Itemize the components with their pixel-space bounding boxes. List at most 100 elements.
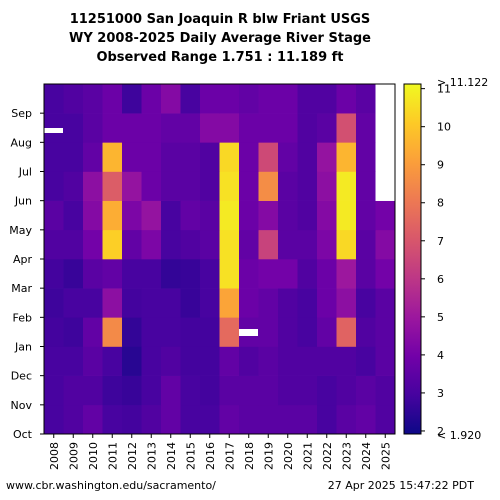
- heatmap-cell: [44, 171, 64, 201]
- heatmap-cell: [297, 259, 318, 289]
- heatmap-cell: [63, 288, 84, 318]
- heatmap-cell: [258, 259, 279, 289]
- heatmap-cell: [375, 142, 396, 172]
- x-tick-label: 2018: [243, 442, 256, 470]
- colorbar-max-label: > 11.122: [437, 76, 488, 89]
- heatmap-cell: [161, 171, 181, 201]
- heatmap-cell: [200, 288, 220, 318]
- heatmap-cell: [336, 259, 357, 289]
- x-tick-label: 2022: [321, 442, 334, 470]
- x-tick-label: 2009: [67, 442, 80, 470]
- colorbar: [403, 83, 422, 435]
- heatmap-cell: [102, 171, 123, 201]
- heatmap-cell: [83, 288, 103, 318]
- heatmap-cell: [63, 317, 84, 347]
- heatmap-cell: [317, 171, 337, 201]
- heatmap-cell: [336, 200, 357, 231]
- heatmap-cell: [102, 375, 123, 406]
- heatmap-cell: [63, 404, 84, 435]
- heatmap-cell: [258, 404, 279, 435]
- footer-url: www.cbr.washington.edu/sacramento/: [6, 479, 216, 492]
- heatmap-cell: [63, 142, 84, 172]
- heatmap-cell: [278, 346, 298, 376]
- heatmap-cell: [102, 200, 123, 231]
- heatmap-cell: [63, 346, 84, 376]
- heatmap-cell: [278, 375, 298, 406]
- heatmap-cell: [278, 200, 298, 231]
- heatmap-cell: [297, 346, 318, 376]
- heatmap-cell: [200, 346, 220, 376]
- heatmap-cell: [102, 259, 123, 289]
- colorbar-tick-label: 10: [437, 121, 451, 134]
- heatmap-cell: [317, 142, 337, 172]
- heatmap-cell: [336, 375, 357, 406]
- heatmap-cell: [278, 317, 298, 347]
- missing-data-mark: [239, 329, 258, 336]
- heatmap-cell: [278, 142, 298, 172]
- heatmap-cell: [122, 113, 142, 143]
- heatmap-cell: [356, 142, 376, 172]
- heatmap-cell: [63, 171, 84, 201]
- heatmap-cell: [161, 404, 181, 435]
- heatmap-cell: [161, 317, 181, 347]
- heatmap-cell: [161, 142, 181, 172]
- y-tick-label: Aug: [11, 136, 32, 149]
- heatmap-cell: [375, 113, 396, 143]
- heatmap-cell: [258, 229, 279, 260]
- heatmap-cell: [375, 259, 396, 289]
- heatmap-cell: [44, 200, 64, 231]
- heatmap-cell: [44, 113, 64, 143]
- footer-timestamp: 27 Apr 2025 15:47:22 PDT: [327, 479, 474, 492]
- heatmap-cell: [336, 317, 357, 347]
- heatmap-cell: [297, 142, 318, 172]
- heatmap-cell: [102, 113, 123, 143]
- heatmap-cell: [200, 200, 220, 231]
- colorbar-min-label: < 1.920: [437, 429, 481, 442]
- heatmap-cell: [375, 346, 396, 376]
- heatmap-cell: [200, 142, 220, 172]
- heatmap-cell: [219, 229, 240, 260]
- heatmap-cell: [258, 200, 279, 231]
- heatmap-cell: [375, 288, 396, 318]
- heatmap-cell: [200, 84, 220, 114]
- heatmap-cell: [258, 113, 279, 143]
- x-tick-label: 2021: [301, 442, 314, 470]
- y-tick-label: Sep: [11, 107, 32, 120]
- heatmap-cell: [141, 404, 162, 435]
- heatmap-cell: [180, 142, 201, 172]
- heatmap-cell: [141, 375, 162, 406]
- heatmap-cell: [83, 200, 103, 231]
- heatmap-cell: [180, 317, 201, 347]
- heatmap-cell: [375, 229, 396, 260]
- heatmap-cell: [258, 375, 279, 406]
- heatmap-cell: [63, 375, 84, 406]
- heatmap-cell: [219, 84, 240, 114]
- x-tick-label: 2012: [126, 442, 139, 470]
- heatmap-cell: [63, 200, 84, 231]
- heatmap-cell: [83, 113, 103, 143]
- heatmap-cell: [63, 113, 84, 143]
- heatmap-cell: [258, 317, 279, 347]
- heatmap-cell: [219, 171, 240, 201]
- heatmap-cell: [239, 84, 259, 114]
- heatmap-cell: [336, 404, 357, 435]
- heatmap-cell: [239, 404, 259, 435]
- heatmap-cell: [317, 113, 337, 143]
- y-tick-label: Feb: [13, 311, 32, 324]
- heatmap-cell: [297, 229, 318, 260]
- x-tick-label: 2025: [379, 442, 392, 470]
- colorbar-tick-label: 7: [437, 235, 444, 248]
- heatmap-cell: [180, 113, 201, 143]
- heatmap-cell: [375, 200, 396, 231]
- heatmap-cell: [239, 346, 259, 376]
- heatmap-cell: [63, 84, 84, 114]
- heatmap-cell: [239, 200, 259, 231]
- x-tick-label: 2019: [262, 442, 275, 470]
- heatmap-chart: Oct Nov Dec Jan Feb Mar Apr May Jun Jul Aug Sep 2008…: [9, 76, 488, 470]
- heatmap-cell: [161, 288, 181, 318]
- heatmap-cell: [239, 113, 259, 143]
- heatmap-cell: [161, 113, 181, 143]
- heatmap-cell: [141, 200, 162, 231]
- heatmap-cell: [356, 404, 376, 435]
- heatmap-cell: [44, 404, 64, 435]
